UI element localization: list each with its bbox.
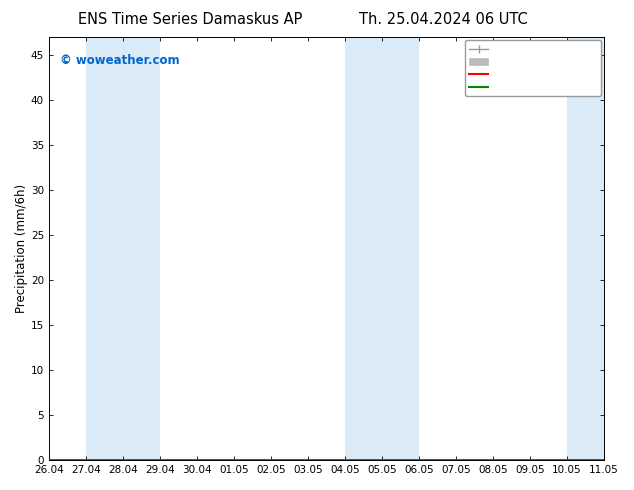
- Bar: [345, 37, 419, 460]
- Bar: [567, 37, 634, 460]
- Y-axis label: Precipitation (mm/6h): Precipitation (mm/6h): [15, 184, 28, 313]
- Text: Th. 25.04.2024 06 UTC: Th. 25.04.2024 06 UTC: [359, 12, 528, 27]
- Text: © woweather.com: © woweather.com: [60, 54, 179, 67]
- Text: ENS Time Series Damaskus AP: ENS Time Series Damaskus AP: [78, 12, 302, 27]
- Bar: [86, 37, 160, 460]
- Legend: min/max, Standard deviation, Ensemble mean run, Controll run: min/max, Standard deviation, Ensemble me…: [465, 40, 601, 97]
